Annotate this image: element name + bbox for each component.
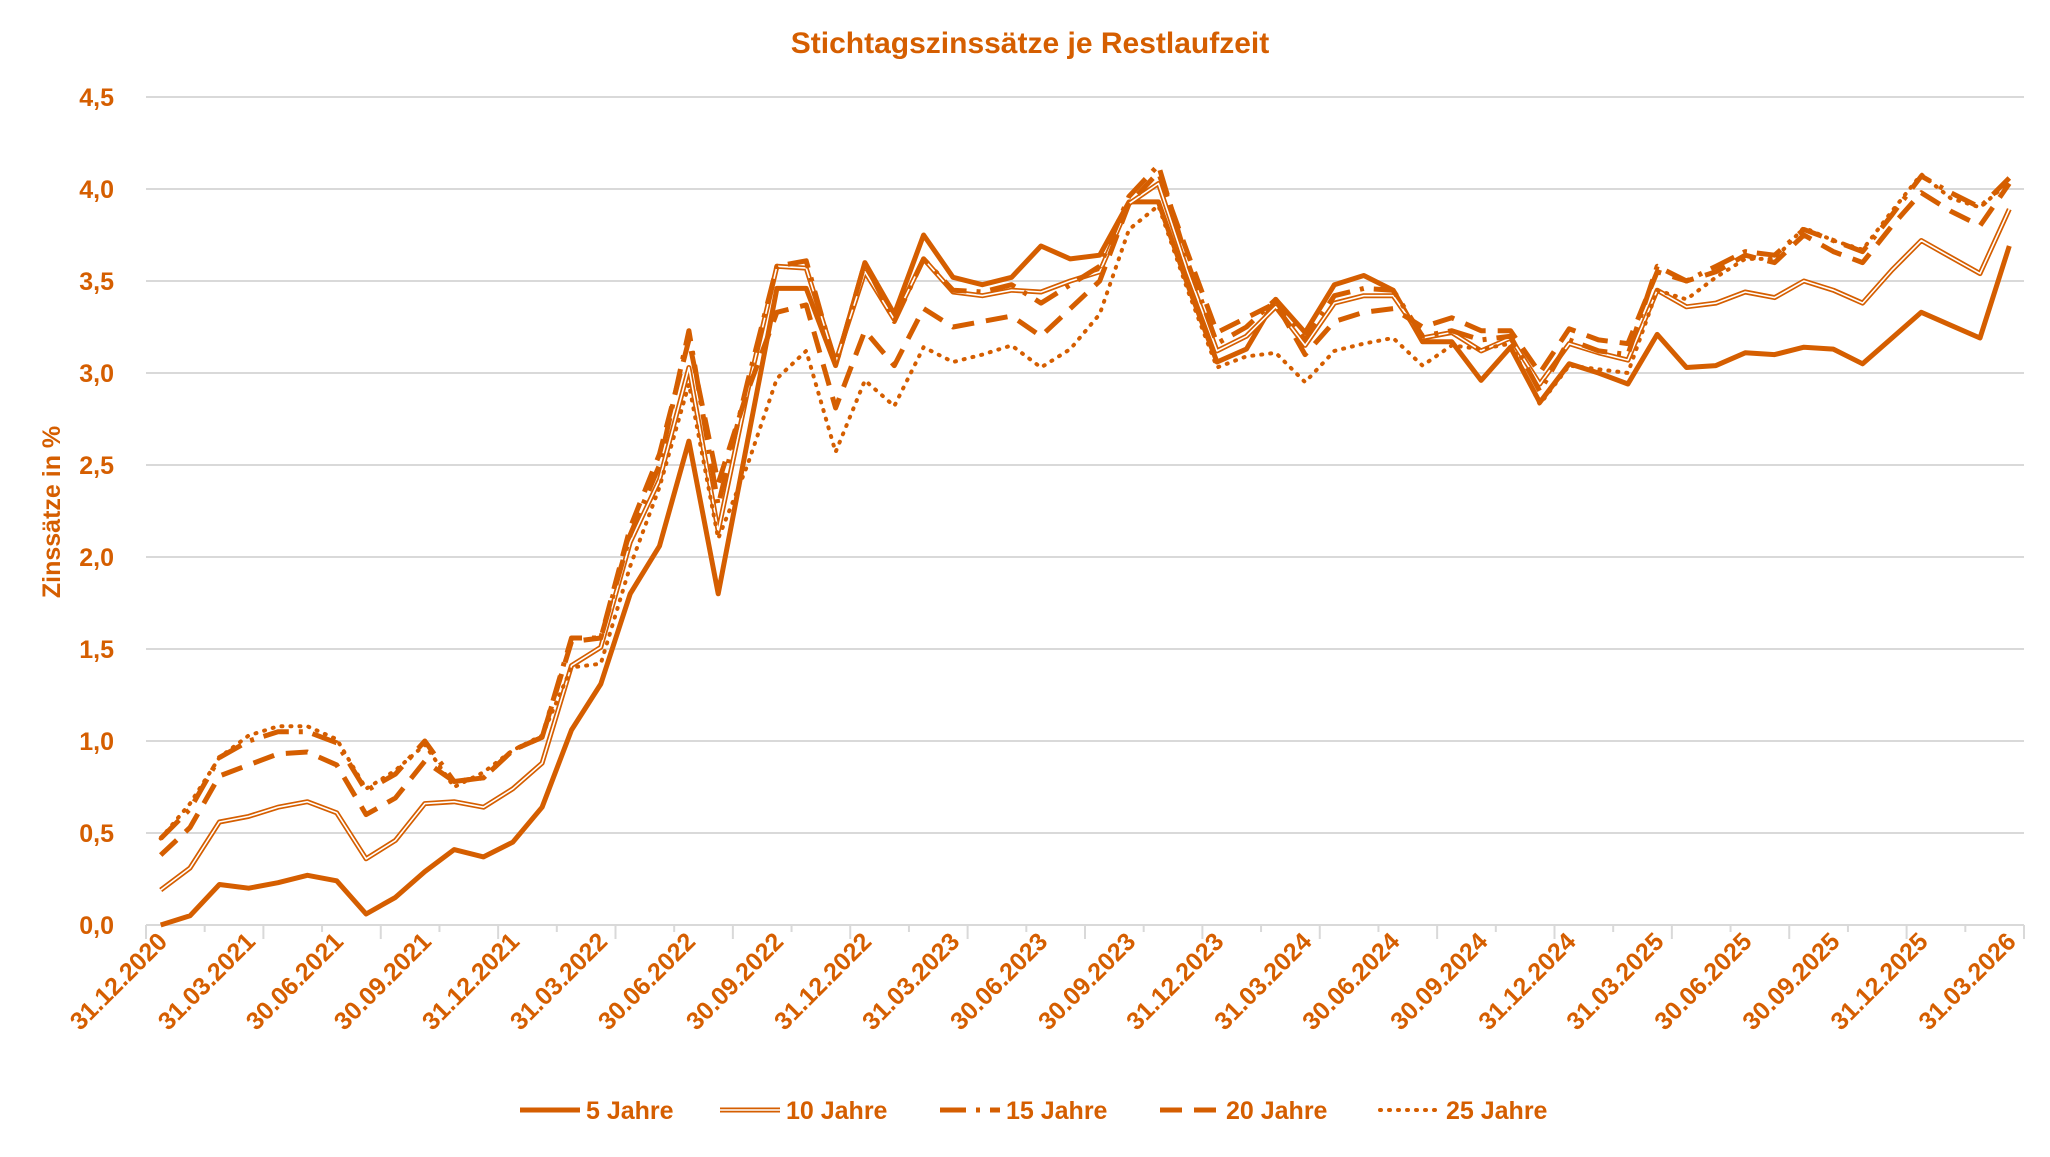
series-line-10-jahre: [159, 181, 2012, 892]
legend-label: 10 Jahre: [786, 1097, 888, 1125]
legend-label: 25 Jahre: [1446, 1097, 1548, 1125]
series-line-15-jahre: [158, 162, 2012, 841]
y-tick-label: 3,0: [79, 360, 114, 388]
series-line-5-jahre: [159, 199, 2012, 928]
y-tick-labels: 0,0 0,5 1,0 1,5 2,0 2,5 3,0 3,5 4,0 4,5: [79, 84, 114, 940]
x-axis: [145, 924, 2025, 939]
legend: 5 Jahre 10 Jahre 15 Jahre 20 Jahre 25 Jahre: [520, 1097, 1548, 1125]
y-tick-label: 3,5: [79, 268, 114, 296]
y-tick-label: 0,0: [79, 912, 114, 940]
y-tick-label: 1,5: [79, 636, 114, 664]
legend-label: 20 Jahre: [1226, 1097, 1328, 1125]
x-tick-labels: 31.12.202031.03.202130.06.202130.09.2021…: [65, 927, 2022, 1035]
y-tick-label: 2,5: [79, 452, 114, 480]
legend-label: 15 Jahre: [1006, 1097, 1108, 1125]
gridlines: [146, 96, 2024, 834]
y-tick-label: 4,5: [79, 84, 114, 112]
series-line-20-jahre: [158, 169, 2012, 857]
series-lines: [158, 162, 2012, 928]
y-tick-label: 0,5: [79, 820, 114, 848]
y-tick-label: 4,0: [79, 176, 114, 204]
chart-title: Stichtagszinssätze je Restlaufzeit: [791, 27, 1269, 60]
y-tick-label: 2,0: [79, 544, 114, 572]
series-line-10-jahre: [160, 182, 2011, 891]
y-tick-label: 1,0: [79, 728, 114, 756]
legend-label: 5 Jahre: [586, 1097, 674, 1125]
y-axis-label: Zinssätze in %: [38, 426, 66, 598]
series-line-25-jahre: [158, 172, 2012, 841]
